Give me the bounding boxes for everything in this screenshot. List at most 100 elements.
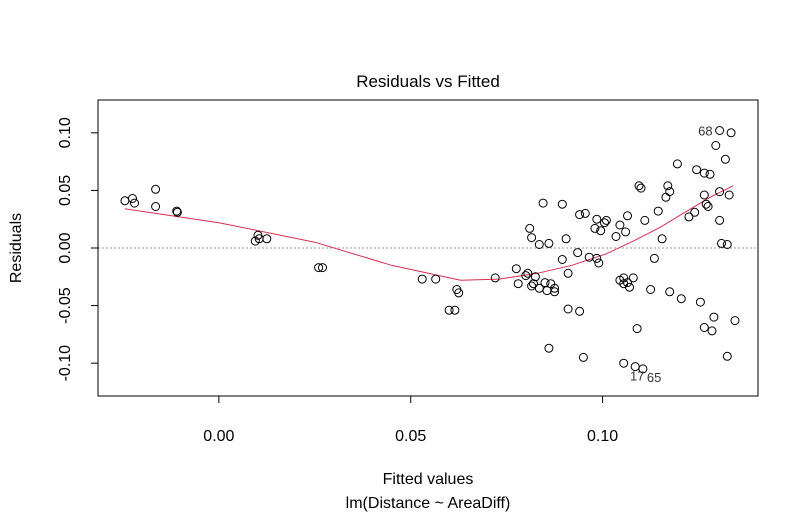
- y-tick-label: -0.10: [57, 345, 74, 382]
- data-point: [540, 278, 550, 288]
- data-point: [601, 215, 611, 225]
- data-point: [709, 312, 719, 322]
- data-point: [692, 165, 702, 175]
- data-point: [665, 187, 675, 197]
- data-point: [513, 279, 523, 289]
- x-axis: 0.00 0.05 0.10: [203, 395, 618, 445]
- data-point: [128, 194, 137, 203]
- data-point: [715, 187, 725, 197]
- data-point: [525, 223, 535, 233]
- point-annotation-68: 68: [698, 124, 712, 139]
- data-point: [619, 358, 629, 368]
- data-point: [640, 215, 650, 225]
- data-point: [417, 274, 427, 284]
- data-point: [724, 190, 734, 200]
- data-point: [120, 196, 130, 206]
- data-point: [151, 184, 161, 194]
- point-annotations: 68 17 65: [630, 124, 713, 385]
- data-point: [657, 234, 667, 244]
- chart-subtitle: lm(Distance ~ AreaDiff): [346, 495, 511, 512]
- data-point: [634, 181, 644, 191]
- data-point: [314, 263, 324, 273]
- data-point: [578, 352, 588, 362]
- data-point: [699, 190, 709, 200]
- point-annotation-17: 17: [630, 369, 644, 384]
- data-point: [638, 364, 648, 374]
- data-point: [594, 258, 604, 268]
- data-point: [130, 198, 139, 208]
- data-point: [573, 248, 583, 258]
- data-point: [715, 126, 725, 135]
- data-point: [628, 273, 638, 283]
- chart-title: Residuals vs Fitted: [356, 72, 500, 91]
- data-point: [318, 263, 327, 273]
- data-point: [557, 199, 567, 209]
- data-point: [172, 206, 182, 216]
- data-point: [490, 273, 500, 283]
- data-point: [253, 230, 263, 240]
- data-point: [722, 351, 732, 361]
- data-point: [705, 169, 715, 179]
- data-point: [544, 343, 554, 353]
- y-tick-label: 0.10: [57, 117, 74, 148]
- data-point: [701, 199, 711, 209]
- x-tick-label: 0.05: [395, 428, 426, 445]
- data-point: [151, 202, 161, 211]
- data-point: [530, 272, 540, 282]
- data-point: [623, 211, 632, 221]
- data-point: [722, 240, 732, 249]
- data-point: [665, 287, 675, 297]
- data-point: [625, 282, 634, 292]
- data-point: [592, 253, 602, 263]
- data-point: [699, 323, 709, 332]
- data-point: [563, 268, 573, 278]
- data-point: [262, 234, 272, 244]
- data-point: [538, 198, 548, 208]
- data-point: [511, 264, 521, 274]
- data-points: [120, 126, 740, 374]
- x-axis-label: Fitted values: [383, 471, 474, 488]
- data-point: [529, 279, 538, 289]
- y-tick-label: 0.00: [57, 232, 74, 263]
- data-point: [684, 212, 694, 222]
- data-point: [544, 238, 554, 248]
- y-axis: -0.10 -0.05 0.00 0.05 0.10: [57, 117, 99, 382]
- data-point: [690, 207, 700, 217]
- data-point: [632, 324, 642, 334]
- data-point: [646, 285, 656, 294]
- data-point: [707, 326, 717, 336]
- y-axis-label: Residuals: [8, 213, 25, 283]
- data-point: [596, 226, 606, 236]
- x-tick-label: 0.10: [587, 428, 618, 445]
- data-point: [720, 154, 730, 164]
- data-point: [636, 183, 646, 193]
- data-point: [550, 287, 560, 297]
- y-tick-label: -0.05: [57, 287, 74, 324]
- data-point: [550, 283, 560, 293]
- data-point: [444, 305, 454, 315]
- data-point: [534, 240, 544, 249]
- data-point: [600, 218, 609, 228]
- smooth-curve: [124, 185, 734, 281]
- data-point: [527, 233, 537, 243]
- data-point: [575, 210, 585, 220]
- data-point: [623, 278, 632, 288]
- data-point: [672, 159, 682, 169]
- point-annotation-65: 65: [647, 370, 661, 385]
- data-point: [726, 128, 736, 138]
- data-point: [431, 274, 441, 284]
- data-point: [563, 304, 573, 314]
- data-point: [663, 181, 673, 191]
- data-point: [649, 253, 659, 263]
- data-point: [711, 141, 721, 150]
- data-point: [703, 202, 713, 211]
- data-point: [615, 220, 625, 230]
- data-point: [717, 238, 726, 248]
- data-point: [561, 234, 571, 244]
- data-point: [580, 208, 590, 218]
- data-point: [527, 281, 537, 291]
- data-point: [590, 223, 600, 233]
- data-point: [676, 294, 686, 304]
- data-point: [653, 206, 663, 216]
